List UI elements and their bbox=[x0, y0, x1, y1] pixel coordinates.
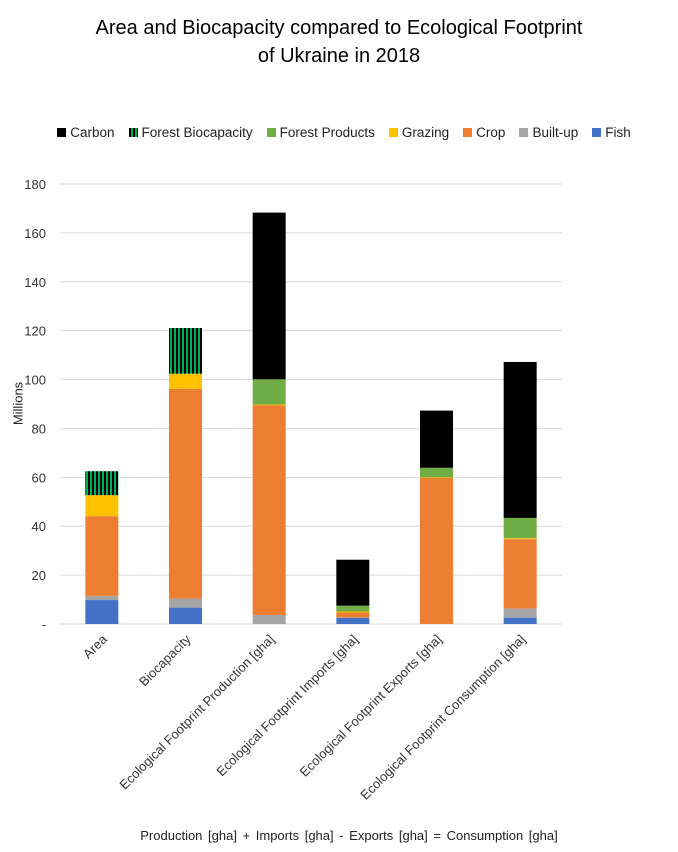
bar-segment-built-up bbox=[336, 617, 370, 618]
legend-item: Fish bbox=[592, 125, 631, 140]
legend-swatch bbox=[266, 128, 276, 137]
bar-segment-crop bbox=[169, 388, 202, 599]
y-tick-label: 120 bbox=[24, 324, 46, 339]
x-axis-label: Production [gha] + Imports [gha] - Expor… bbox=[140, 828, 558, 843]
bar-segment-grazing bbox=[252, 404, 286, 406]
chart-title-line-1: Area and Biocapacity compared to Ecologi… bbox=[95, 17, 583, 39]
legend-swatch bbox=[519, 128, 529, 137]
legend-item: Crop bbox=[463, 125, 505, 140]
bar-segment-forest-products bbox=[503, 517, 537, 539]
chart-title: Area and Biocapacity compared to Ecologi… bbox=[0, 14, 678, 70]
legend-label: Fish bbox=[605, 125, 631, 140]
legend-item: Grazing bbox=[388, 125, 450, 140]
bar-segment-carbon bbox=[252, 212, 286, 380]
legend-label: Carbon bbox=[70, 125, 115, 140]
legend-swatch bbox=[592, 128, 602, 137]
bar-segment-grazing bbox=[420, 477, 453, 478]
bar-segment-forest-products bbox=[336, 605, 370, 612]
legend-label: Grazing bbox=[401, 125, 450, 140]
bar-segment-built-up bbox=[85, 595, 119, 601]
bar-segment-built-up bbox=[252, 614, 286, 624]
y-tick-label: 40 bbox=[32, 519, 46, 534]
legend-label: Crop bbox=[476, 125, 506, 140]
bar-segment-fish bbox=[336, 617, 370, 624]
bar-segment-crop bbox=[420, 477, 453, 624]
y-tick-label: 80 bbox=[32, 421, 46, 436]
bar-segment-carbon bbox=[336, 559, 370, 606]
legend-label: Forest Products bbox=[279, 125, 375, 140]
legend-item: Carbon bbox=[57, 125, 115, 140]
y-tick-label: - bbox=[42, 617, 46, 632]
bar-segment-crop bbox=[336, 612, 370, 618]
bar-segment-built-up bbox=[503, 608, 537, 618]
y-tick-label: 140 bbox=[24, 275, 46, 290]
legend-swatch bbox=[463, 128, 473, 137]
legend-swatch bbox=[128, 128, 138, 137]
y-tick-label: 180 bbox=[24, 177, 46, 192]
bar-segment-grazing bbox=[503, 538, 537, 540]
bar-segment-fish bbox=[169, 607, 202, 624]
bar-segment-grazing bbox=[169, 373, 202, 389]
bar-segment-carbon bbox=[503, 361, 537, 518]
legend-item: Built-up bbox=[519, 125, 578, 140]
legend-swatch bbox=[388, 128, 398, 137]
x-tick-label: Area bbox=[80, 631, 111, 662]
y-tick-label: 100 bbox=[24, 373, 46, 388]
bar-segment-grazing bbox=[85, 495, 119, 517]
bar-segment-fish bbox=[503, 617, 537, 624]
x-tick-label: Ecological Footprint Production [gha] bbox=[116, 632, 277, 793]
bar-segment-forest-biocapacity bbox=[169, 327, 202, 374]
legend-swatch bbox=[57, 128, 67, 137]
legend-label: Forest Biocapacity bbox=[141, 125, 253, 140]
legend-label: Built-up bbox=[532, 125, 579, 140]
y-tick-label: 160 bbox=[24, 226, 46, 241]
bar-segment-carbon bbox=[420, 410, 453, 468]
bar-segment-forest-products bbox=[252, 379, 286, 405]
bar-segment-built-up bbox=[169, 598, 202, 608]
legend: Carbon Forest Biocapacity Forest Products G… bbox=[0, 125, 678, 140]
chart-title-line-2: of Ukraine in 2018 bbox=[257, 45, 421, 67]
bar-segment-crop bbox=[503, 539, 537, 609]
bar-segment-grazing bbox=[336, 611, 370, 613]
bar-segment-forest-biocapacity bbox=[85, 471, 119, 496]
bar-segment-forest-products bbox=[420, 467, 453, 478]
y-tick-label: 60 bbox=[32, 470, 46, 485]
bar-segment-fish bbox=[85, 600, 119, 624]
x-tick-label: Ecological Footprint Exports [gha] bbox=[297, 632, 445, 780]
x-tick-label: Ecological Footprint Imports [gha] bbox=[213, 632, 361, 780]
bar-segment-crop bbox=[85, 516, 119, 596]
y-tick-label: 20 bbox=[32, 568, 46, 583]
bar-segment-crop bbox=[252, 405, 286, 615]
x-tick-label: Biocapacity bbox=[136, 631, 194, 689]
legend-item: Forest Products bbox=[266, 125, 375, 140]
x-tick-label: Ecological Footprint Consumption [gha] bbox=[357, 632, 528, 803]
legend-item: Forest Biocapacity bbox=[128, 125, 253, 140]
